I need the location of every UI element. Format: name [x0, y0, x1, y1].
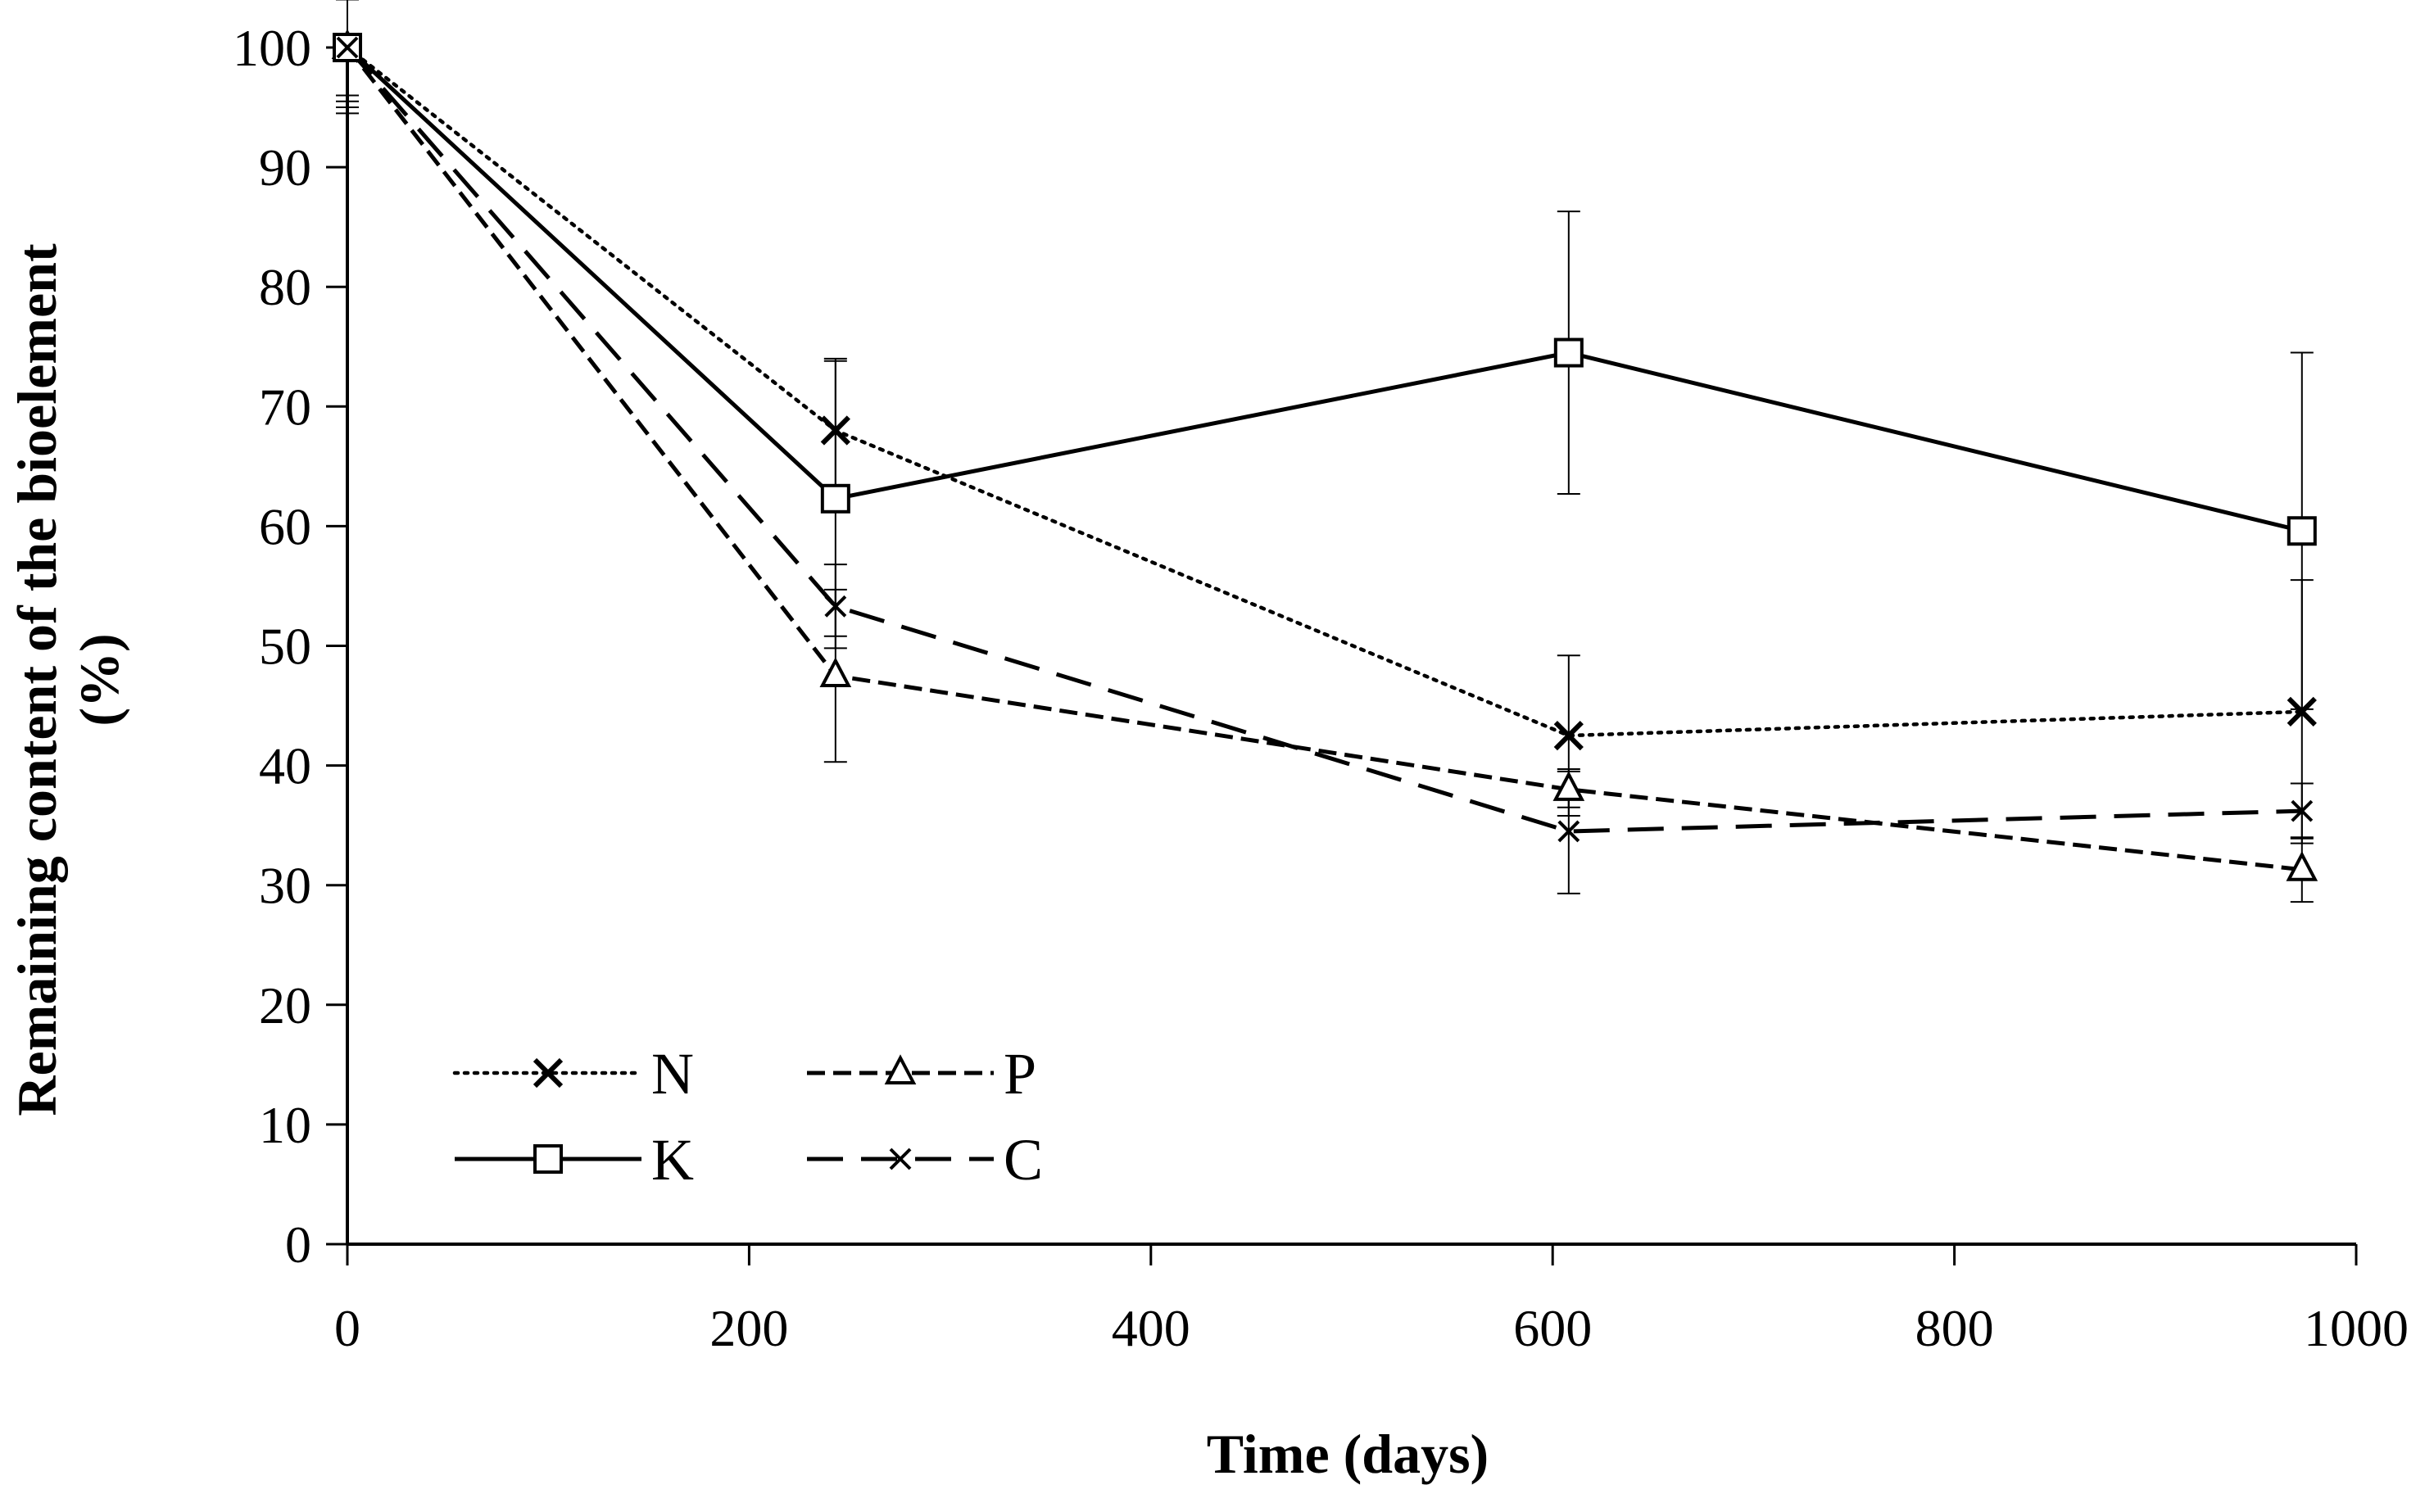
x-axis-title: Time (days)	[1207, 1423, 1489, 1485]
data-point-p	[2286, 851, 2318, 881]
x-tick-label: 800	[1915, 1299, 1994, 1357]
series-line-k	[346, 46, 2303, 533]
data-point-n	[1553, 720, 1584, 751]
series-line-n	[345, 45, 2305, 738]
x-tick-label: 200	[709, 1299, 788, 1357]
legend-item-c: C	[807, 1127, 1043, 1193]
legend-label-p: P	[1004, 1041, 1036, 1107]
y-tick-label: 30	[259, 857, 311, 915]
series-lines-group	[345, 45, 2305, 872]
markers-group	[331, 29, 2318, 881]
legend-item-p: P	[807, 1041, 1036, 1107]
y-axis-title: Remaining content of the bioelement	[6, 243, 68, 1116]
legend: N P K C	[452, 1041, 1043, 1193]
y-tick-label: 10	[259, 1096, 311, 1154]
data-point-k	[2287, 516, 2317, 546]
y-tick-label: 0	[285, 1215, 311, 1274]
legend-marker-p	[884, 1054, 917, 1084]
data-point-n	[2287, 696, 2317, 727]
data-point-k	[820, 483, 850, 514]
legend-label-k: K	[651, 1127, 694, 1193]
y-tick-label: 100	[233, 19, 311, 77]
y-tick-label: 60	[259, 497, 311, 555]
legend-marker-k	[533, 1144, 563, 1174]
y-axis-title-unit: (%)	[68, 633, 130, 726]
y-tick-label: 80	[259, 258, 311, 316]
data-point-p	[819, 657, 852, 688]
series-line-c	[346, 46, 2302, 834]
data-point-c	[1557, 820, 1580, 843]
legend-label-n: N	[651, 1041, 694, 1107]
legend-marker-c	[889, 1148, 912, 1170]
data-point-c	[336, 36, 359, 59]
error-bars-group	[336, 0, 2314, 903]
y-tick-label: 70	[259, 378, 311, 436]
x-tick-label: 1000	[2304, 1299, 2409, 1357]
data-point-c	[824, 595, 847, 618]
legend-item-n: N	[452, 1041, 694, 1107]
x-tick-label: 400	[1112, 1299, 1190, 1357]
y-tick-label: 50	[259, 618, 311, 676]
legend-marker-n	[533, 1057, 564, 1089]
data-point-c	[2291, 799, 2314, 822]
data-point-n	[820, 415, 850, 446]
series-line-p	[346, 46, 2303, 872]
y-tick-label: 90	[259, 138, 311, 197]
data-point-k	[1553, 337, 1584, 368]
y-tick-label: 20	[259, 976, 311, 1034]
data-point-p	[1552, 771, 1585, 801]
legend-item-k: K	[455, 1127, 694, 1193]
x-tick-label: 0	[334, 1299, 360, 1357]
x-tick-label: 600	[1513, 1299, 1592, 1357]
y-tick-label: 40	[259, 737, 311, 795]
y-axis-title-group: Remaining content of the bioelement (%)	[6, 243, 130, 1116]
legend-label-c: C	[1004, 1127, 1043, 1193]
